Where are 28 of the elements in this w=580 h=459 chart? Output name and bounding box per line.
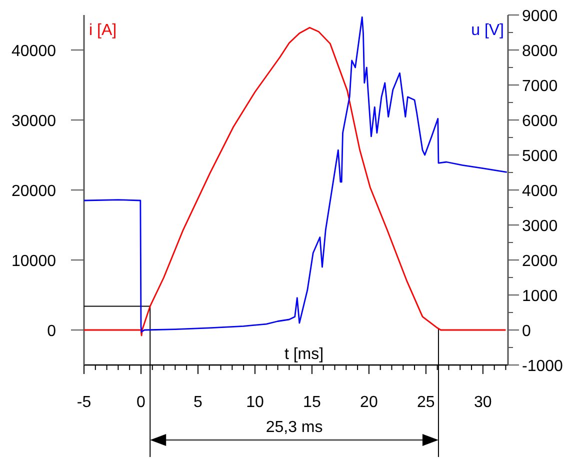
x-axis-title: t [ms] xyxy=(284,346,324,363)
x-tick-label: 30 xyxy=(474,394,492,411)
y-tick-label: 0 xyxy=(47,323,56,340)
y2-tick-label: 1000 xyxy=(522,288,558,305)
y2-tick-label: 7000 xyxy=(522,78,558,95)
x-tick-label: 0 xyxy=(136,394,146,411)
y2-tick-label: 4000 xyxy=(522,183,558,200)
y2-tick-label: 6000 xyxy=(522,113,558,130)
y2-tick-label: 8000 xyxy=(522,43,558,60)
y-tick-label: 10000 xyxy=(12,253,56,270)
y-tick-label: 30000 xyxy=(12,113,56,130)
x-tick-label: 10 xyxy=(246,394,264,411)
x-tick-label: 25 xyxy=(417,394,435,411)
y-axis-title: i [A] xyxy=(89,22,117,39)
y2-tick-label: 9000 xyxy=(522,8,558,25)
text: 25,3 ms xyxy=(266,419,323,436)
x-tick-label: 5 xyxy=(194,394,203,411)
y2-tick-label: -1000 xyxy=(522,358,564,375)
x-tick-label: -5 xyxy=(76,394,92,411)
y2-tick-label: 5000 xyxy=(522,148,558,165)
y2-axis-title: u [V] xyxy=(471,22,504,39)
y2-tick-label: 0 xyxy=(522,323,531,340)
x-tick-label: 15 xyxy=(303,394,321,411)
y-tick-label: 40000 xyxy=(12,43,56,60)
y-tick-label: 20000 xyxy=(12,183,56,200)
x-tick-label: 20 xyxy=(360,394,378,411)
y2-tick-label: 2000 xyxy=(522,253,558,270)
y2-tick-label: 3000 xyxy=(522,218,558,235)
